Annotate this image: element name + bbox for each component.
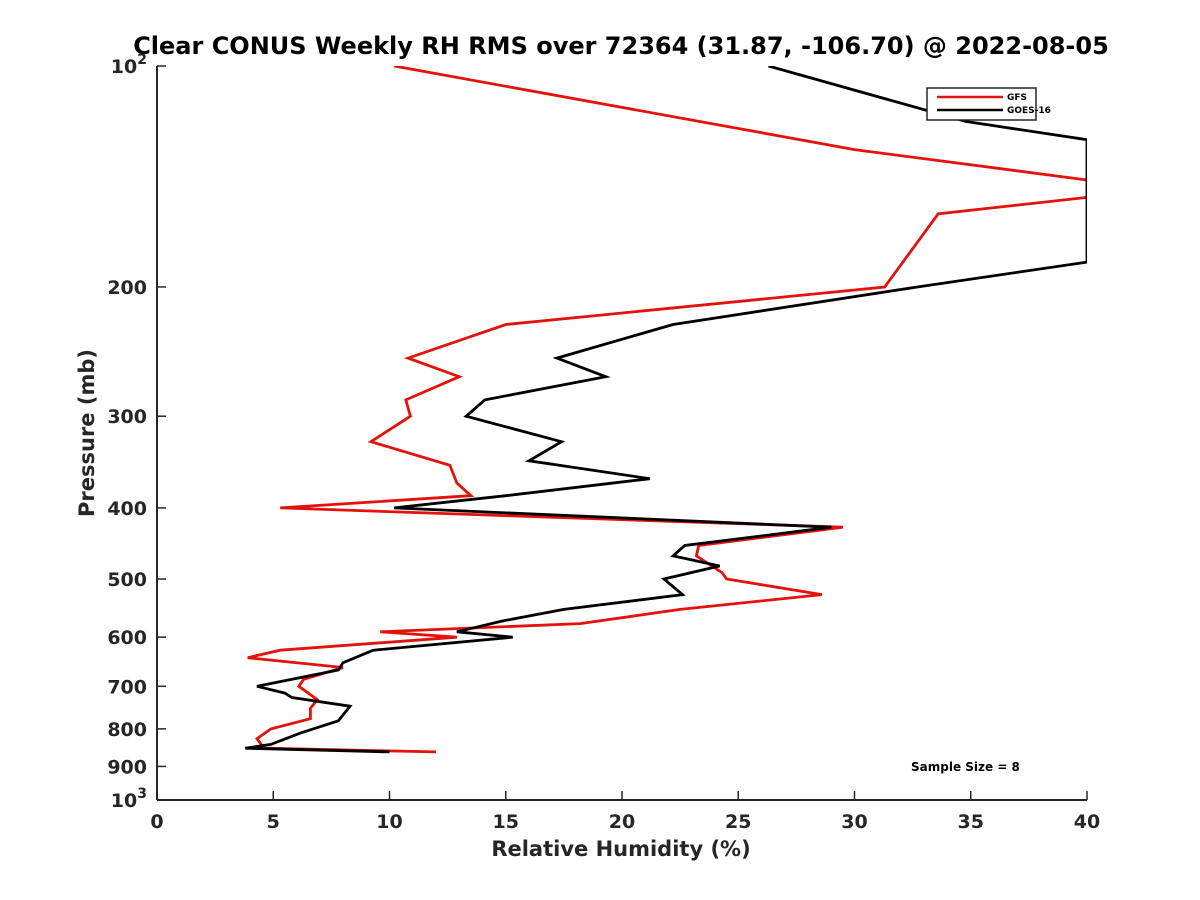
y-tick-label: 102 (111, 52, 147, 78)
series-line-goes16 (245, 66, 1087, 754)
x-tick-label: 30 (841, 811, 867, 833)
x-tick-label: 15 (493, 811, 519, 833)
y-tick-exponent: 3 (137, 786, 147, 802)
y-tick-label: 900 (107, 756, 147, 778)
x-tick-label: 0 (150, 811, 163, 833)
x-tick-label: 10 (376, 811, 402, 833)
legend-label-gfs: GFS (1007, 93, 1027, 103)
x-tick-label: 35 (958, 811, 984, 833)
y-tick-label: 200 (107, 277, 147, 299)
sample-size-annotation: Sample Size = 8 (911, 760, 1020, 774)
y-tick-base: 10 (111, 790, 137, 812)
series-layer (245, 66, 1087, 754)
legend-box (926, 87, 1037, 121)
y-tick-label: 400 (107, 498, 147, 520)
x-tick-label: 25 (725, 811, 751, 833)
x-tick-label: 40 (1074, 811, 1100, 833)
legend-label-goes16: GOES-16 (1007, 106, 1051, 116)
y-tick-base: 10 (111, 56, 137, 78)
x-tick-label: 5 (267, 811, 280, 833)
y-tick-label: 300 (107, 406, 147, 428)
y-tick-label: 103 (111, 786, 147, 812)
y-tick-label: 800 (107, 719, 147, 741)
x-axis-label: Relative Humidity (%) (491, 837, 750, 861)
y-tick-label: 500 (107, 569, 147, 591)
y-tick-label: 700 (107, 676, 147, 698)
legend: GFS GOES-16 (926, 87, 1051, 121)
x-tick-label: 20 (609, 811, 635, 833)
y-axis-label: Pressure (mb) (75, 349, 99, 517)
chart-title: Clear CONUS Weekly RH RMS over 72364 (31… (133, 32, 1109, 60)
ticks-layer: 0 5 10 15 20 25 30 35 40102200300400500600700800… (107, 52, 1100, 833)
y-tick-exponent: 2 (137, 52, 147, 68)
y-tick-label: 600 (107, 627, 147, 649)
